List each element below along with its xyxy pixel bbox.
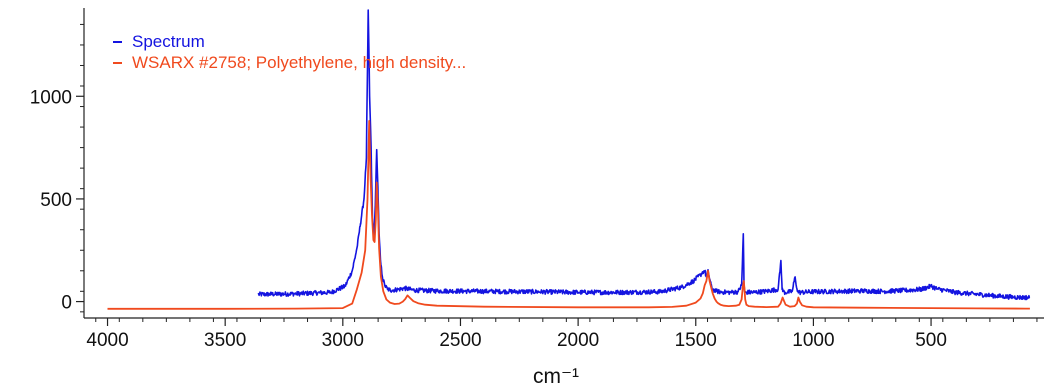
legend-label: Spectrum <box>132 32 205 51</box>
series-line-reference <box>107 120 1030 310</box>
y-tick-label: 500 <box>40 190 72 211</box>
y-tick-label: 1000 <box>30 87 72 108</box>
x-tick-label: 500 <box>915 330 947 351</box>
x-axis-title: cm⁻¹ <box>533 365 579 388</box>
x-tick-label: 3000 <box>322 330 364 351</box>
x-tick-label: 1500 <box>675 330 717 351</box>
x-tick-label: 2500 <box>439 330 481 351</box>
legend: Spectrum WSARX #2758; Polyethylene, high … <box>113 32 466 72</box>
y-tick-label: 0 <box>61 293 72 314</box>
x-tick-label: 1000 <box>792 330 834 351</box>
x-tick-label: 2000 <box>557 330 599 351</box>
legend-label: WSARX #2758; Polyethylene, high density.… <box>132 53 466 72</box>
series-layer <box>107 9 1031 310</box>
axes-layer: 4000 3500 3000 2500 2000 1500 1000 500 0 500 1000 <box>30 8 1044 351</box>
x-tick-label: 3500 <box>204 330 246 351</box>
x-tick-label: 4000 <box>86 330 128 351</box>
series-line-spectrum <box>257 9 1031 301</box>
